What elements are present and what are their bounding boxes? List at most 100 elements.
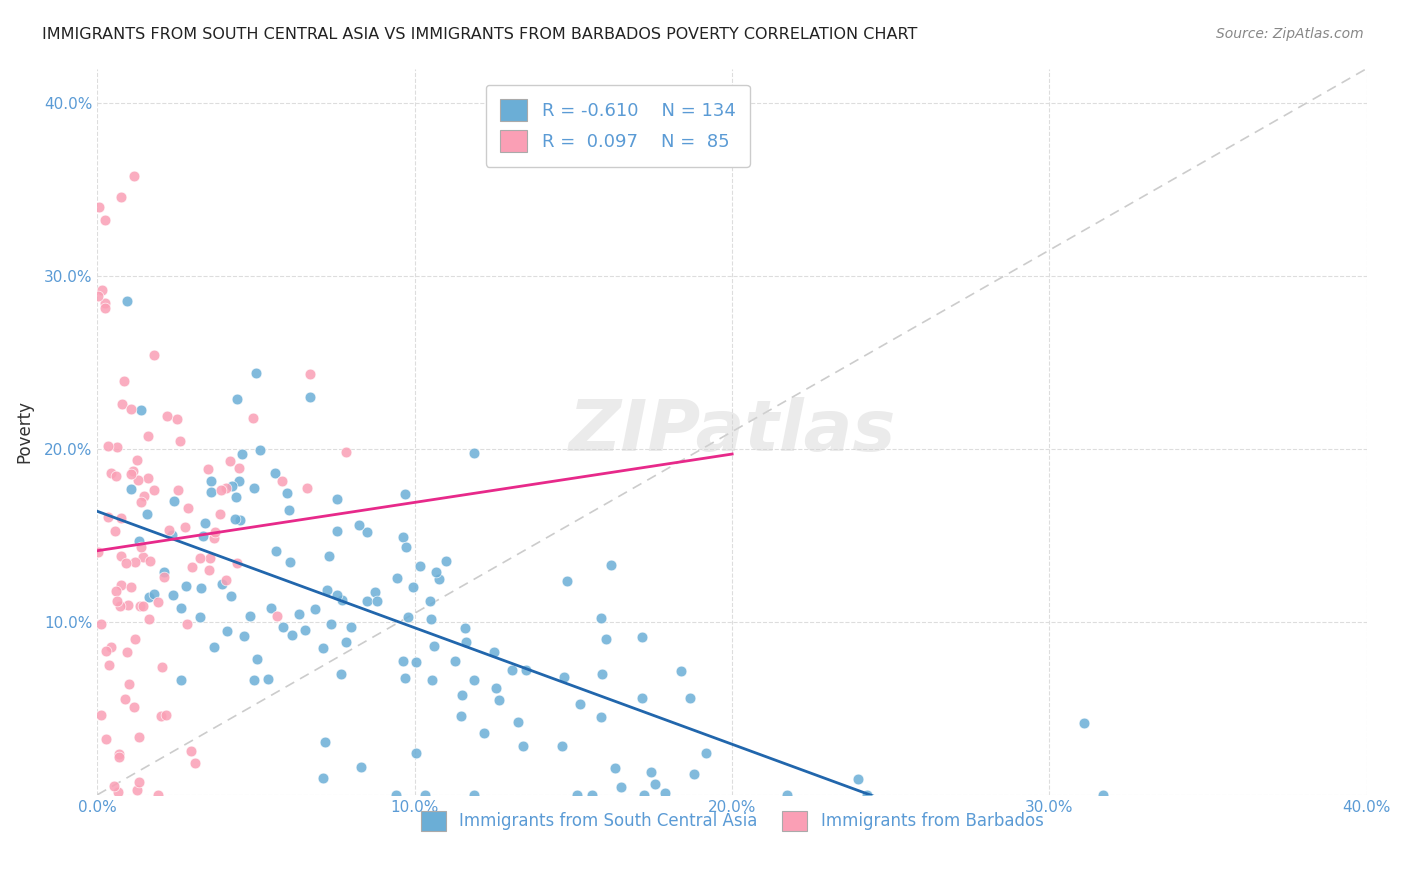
Point [219,454,242,468]
Point [356,594,378,608]
Point [97,439,120,453]
Point [93,213,115,227]
Point [100,467,122,481]
Point [134,489,156,503]
Point [391,530,413,544]
Point [591,666,613,681]
Point [249,442,271,457]
Point [110,511,132,525]
Point [271,620,294,634]
Point [128,775,150,789]
Point [115,293,138,308]
Point [200,475,222,489]
Point [125,453,148,467]
Point [204,640,226,654]
Point [136,429,159,443]
Point [112,374,135,388]
Point [312,640,335,655]
Point [128,533,150,548]
Point [257,672,280,686]
Point [356,524,378,539]
Point [215,624,238,638]
Point [231,447,253,461]
Point [226,392,249,406]
Point [846,772,869,786]
Point [115,645,138,659]
Point [326,491,349,506]
Point [605,761,627,775]
Point [312,771,335,785]
Point [170,601,193,615]
Point [450,688,472,702]
Point [117,677,139,691]
Point [385,788,408,802]
Point [184,756,207,771]
Point [167,483,190,497]
Point [224,512,246,526]
Point [198,550,221,565]
Point [394,487,416,501]
Point [405,655,427,669]
Point [174,579,197,593]
Y-axis label: Poverty: Poverty [15,401,32,463]
Point [190,581,212,595]
Point [225,490,247,504]
Point [86,289,108,303]
Point [472,726,495,740]
Point [221,479,243,493]
Point [1073,715,1095,730]
Point [347,518,370,533]
Point [174,519,197,533]
Point [155,708,177,723]
Point [671,664,693,678]
Point [246,651,269,665]
Point [110,190,132,204]
Point [197,462,219,476]
Point [266,609,288,624]
Point [124,632,146,647]
Point [121,464,143,478]
Point [463,673,485,687]
Point [104,524,127,538]
Point [127,473,149,487]
Point [506,715,529,730]
Point [1091,788,1114,802]
Point [176,616,198,631]
Point [654,786,676,800]
Point [105,440,128,454]
Point [94,644,117,658]
Point [326,588,349,602]
Point [208,507,231,521]
Point [409,558,432,573]
Point [557,574,579,588]
Point [157,523,180,537]
Point [129,403,152,417]
Point [87,200,110,214]
Text: Source: ZipAtlas.com: Source: ZipAtlas.com [1216,27,1364,41]
Point [233,629,256,643]
Point [270,474,292,488]
Point [163,494,186,508]
Point [512,739,534,753]
Point [142,587,165,601]
Point [93,295,115,310]
Point [434,554,457,568]
Point [94,301,117,315]
Point [228,460,250,475]
Point [202,531,225,545]
Point [138,590,160,604]
Point [419,594,441,608]
Point [110,549,132,564]
Point [188,551,211,566]
Point [299,367,322,381]
Point [166,412,188,426]
Point [226,556,249,570]
Point [776,788,799,802]
Point [405,747,427,761]
Point [200,485,222,500]
Point [595,632,617,646]
Point [501,664,523,678]
Point [139,554,162,568]
Point [124,555,146,569]
Text: IMMIGRANTS FROM SOUTH CENTRAL ASIA VS IMMIGRANTS FROM BARBADOS POVERTY CORRELATI: IMMIGRANTS FROM SOUTH CENTRAL ASIA VS IM… [42,27,918,42]
